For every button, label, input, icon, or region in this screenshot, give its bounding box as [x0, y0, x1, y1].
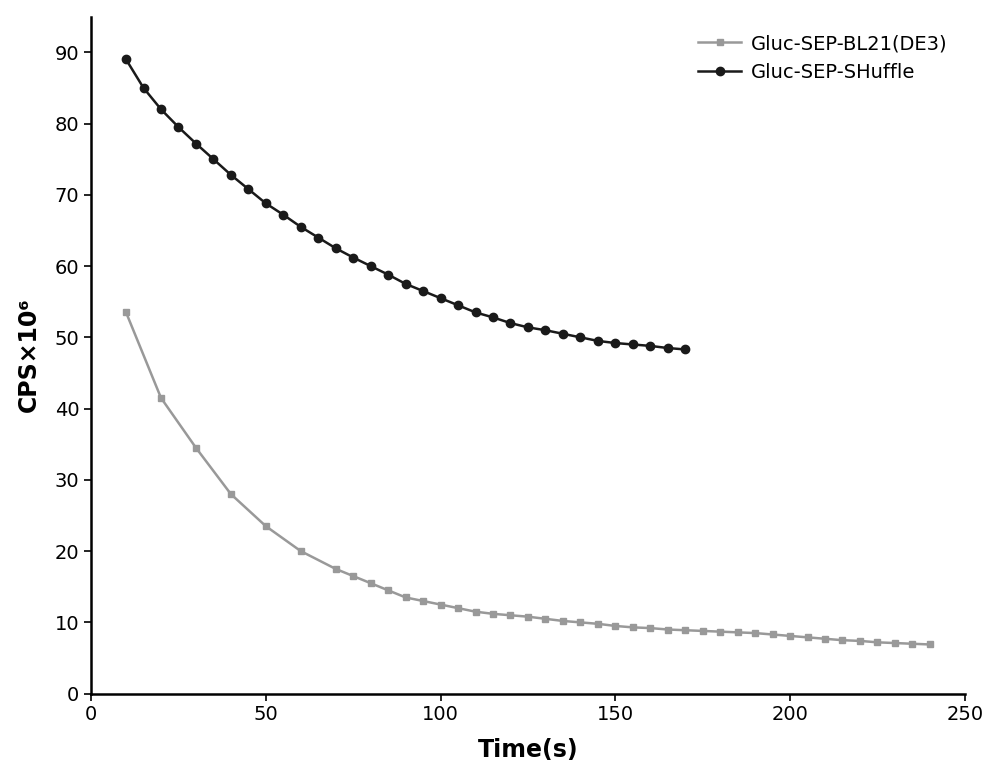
Gluc-SEP-BL21(DE3)	[609, 622, 621, 631]
Gluc-SEP-BL21(DE3)	[435, 600, 447, 609]
Gluc-SEP-SHuffle	[644, 341, 656, 351]
Gluc-SEP-SHuffle	[557, 329, 569, 338]
Gluc-SEP-SHuffle	[138, 83, 150, 93]
Gluc-SEP-BL21(DE3)	[452, 604, 464, 613]
Gluc-SEP-BL21(DE3)	[819, 634, 831, 643]
Gluc-SEP-SHuffle	[522, 323, 534, 332]
Gluc-SEP-SHuffle	[539, 326, 551, 335]
Gluc-SEP-SHuffle	[155, 104, 167, 114]
Gluc-SEP-BL21(DE3)	[924, 640, 936, 649]
Gluc-SEP-SHuffle	[190, 139, 202, 148]
Gluc-SEP-SHuffle	[277, 210, 289, 220]
Gluc-SEP-SHuffle	[382, 270, 394, 280]
Gluc-SEP-SHuffle	[242, 185, 254, 194]
Gluc-SEP-BL21(DE3)	[400, 593, 412, 602]
Gluc-SEP-BL21(DE3)	[504, 611, 516, 620]
Gluc-SEP-BL21(DE3)	[871, 638, 883, 647]
Gluc-SEP-BL21(DE3)	[767, 629, 779, 639]
Gluc-SEP-BL21(DE3)	[155, 393, 167, 403]
Legend: Gluc-SEP-BL21(DE3), Gluc-SEP-SHuffle: Gluc-SEP-BL21(DE3), Gluc-SEP-SHuffle	[690, 26, 955, 90]
Gluc-SEP-BL21(DE3)	[522, 612, 534, 622]
Gluc-SEP-BL21(DE3)	[225, 489, 237, 499]
Gluc-SEP-BL21(DE3)	[697, 626, 709, 636]
Gluc-SEP-BL21(DE3)	[487, 609, 499, 619]
Gluc-SEP-BL21(DE3)	[854, 636, 866, 646]
X-axis label: Time(s): Time(s)	[478, 738, 578, 763]
Gluc-SEP-SHuffle	[295, 222, 307, 231]
Gluc-SEP-BL21(DE3)	[749, 629, 761, 638]
Gluc-SEP-BL21(DE3)	[836, 636, 848, 645]
Gluc-SEP-SHuffle	[627, 340, 639, 349]
Gluc-SEP-SHuffle	[470, 308, 482, 317]
Gluc-SEP-BL21(DE3)	[365, 579, 377, 588]
Gluc-SEP-SHuffle	[260, 199, 272, 208]
Gluc-SEP-BL21(DE3)	[906, 639, 918, 648]
Gluc-SEP-SHuffle	[312, 233, 324, 242]
Gluc-SEP-SHuffle	[592, 337, 604, 346]
Gluc-SEP-SHuffle	[487, 312, 499, 322]
Gluc-SEP-SHuffle	[609, 338, 621, 347]
Gluc-SEP-SHuffle	[207, 154, 219, 164]
Gluc-SEP-SHuffle	[347, 253, 359, 263]
Gluc-SEP-SHuffle	[417, 287, 429, 296]
Gluc-SEP-BL21(DE3)	[190, 443, 202, 453]
Gluc-SEP-BL21(DE3)	[574, 618, 586, 627]
Gluc-SEP-SHuffle	[662, 344, 674, 353]
Gluc-SEP-BL21(DE3)	[627, 622, 639, 632]
Gluc-SEP-BL21(DE3)	[539, 614, 551, 623]
Gluc-SEP-SHuffle	[435, 294, 447, 303]
Gluc-SEP-BL21(DE3)	[330, 564, 342, 573]
Gluc-SEP-SHuffle	[504, 319, 516, 328]
Gluc-SEP-SHuffle	[225, 170, 237, 179]
Gluc-SEP-SHuffle	[452, 301, 464, 310]
Gluc-SEP-SHuffle	[172, 122, 184, 132]
Gluc-SEP-BL21(DE3)	[382, 586, 394, 595]
Gluc-SEP-BL21(DE3)	[644, 623, 656, 633]
Gluc-SEP-BL21(DE3)	[784, 631, 796, 640]
Line: Gluc-SEP-SHuffle: Gluc-SEP-SHuffle	[122, 55, 689, 354]
Gluc-SEP-BL21(DE3)	[295, 546, 307, 555]
Gluc-SEP-BL21(DE3)	[260, 521, 272, 530]
Gluc-SEP-SHuffle	[574, 333, 586, 342]
Gluc-SEP-SHuffle	[365, 262, 377, 271]
Gluc-SEP-BL21(DE3)	[347, 571, 359, 580]
Gluc-SEP-SHuffle	[400, 279, 412, 288]
Gluc-SEP-SHuffle	[120, 55, 132, 64]
Gluc-SEP-BL21(DE3)	[802, 633, 814, 642]
Gluc-SEP-SHuffle	[330, 244, 342, 253]
Gluc-SEP-BL21(DE3)	[714, 627, 726, 636]
Gluc-SEP-BL21(DE3)	[662, 625, 674, 634]
Gluc-SEP-SHuffle	[679, 345, 691, 354]
Gluc-SEP-BL21(DE3)	[557, 616, 569, 626]
Gluc-SEP-BL21(DE3)	[592, 619, 604, 629]
Gluc-SEP-BL21(DE3)	[679, 626, 691, 635]
Gluc-SEP-BL21(DE3)	[470, 607, 482, 616]
Y-axis label: CPS×10⁶: CPS×10⁶	[17, 298, 41, 412]
Gluc-SEP-BL21(DE3)	[417, 597, 429, 606]
Gluc-SEP-BL21(DE3)	[732, 628, 744, 637]
Line: Gluc-SEP-BL21(DE3): Gluc-SEP-BL21(DE3)	[123, 309, 933, 648]
Gluc-SEP-BL21(DE3)	[889, 638, 901, 647]
Gluc-SEP-BL21(DE3)	[120, 308, 132, 317]
